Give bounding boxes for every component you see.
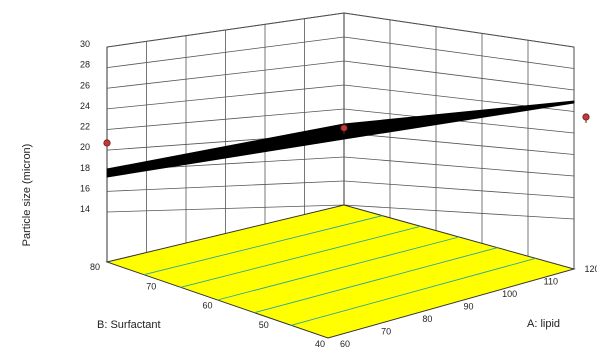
wall-gridline-right: [343, 132, 575, 155]
x-tick-label: 110: [544, 277, 558, 287]
z-tick-label: 24: [80, 101, 90, 111]
y-axis-label: B: Surfactant: [97, 319, 161, 331]
tick-labels: 14 16 18 20 22 24 26 28 30 80 70 60 50 40 60 70 80 90 100 1…: [80, 39, 597, 349]
x-axis-label: A: lipid: [527, 318, 560, 330]
wall-gridline-right: [343, 204, 575, 220]
wall-gridline-right: [343, 12, 575, 48]
x-tick-label: 120: [584, 264, 597, 274]
z-tick-label: 14: [80, 204, 90, 214]
z-tick-label: 20: [80, 142, 90, 152]
x-tick-label: 70: [381, 327, 391, 337]
y-tick-label: 40: [315, 339, 325, 349]
contour-line: [254, 247, 498, 314]
z-tick-label: 22: [80, 122, 90, 132]
wall-gridline-right: [343, 156, 575, 177]
design-point: [340, 124, 348, 132]
x-tick-label: 60: [340, 339, 350, 349]
x-tick-label: 90: [463, 302, 473, 312]
floor-layer: [105, 204, 576, 339]
y-tick-label: 70: [146, 281, 156, 291]
z-tick-label: 28: [80, 60, 90, 70]
points-layer: [103, 113, 590, 149]
x-tick-label: 80: [422, 314, 432, 324]
contour-line: [180, 225, 421, 288]
x-tick-label: 100: [502, 289, 517, 299]
z-tick-label: 18: [80, 163, 90, 173]
z-axis-label: Particle size (micron): [21, 144, 33, 247]
contour-line: [217, 236, 460, 301]
z-tick-label: 16: [80, 183, 90, 193]
wall-gridline-right: [343, 60, 575, 91]
response-surface: [106, 100, 575, 178]
z-tick-label: 30: [80, 39, 90, 49]
y-tick-label: 80: [90, 262, 100, 272]
design-point: [103, 139, 111, 147]
contour-line: [291, 257, 536, 326]
design-point: [582, 113, 590, 121]
wall-gridline-right: [343, 36, 575, 69]
wall-gridline-right: [343, 180, 575, 198]
contour-line: [143, 215, 383, 276]
y-tick-label: 50: [259, 320, 269, 330]
surface-layer: [106, 100, 575, 178]
y-tick-label: 60: [202, 301, 212, 311]
z-tick-label: 26: [80, 80, 90, 90]
floor-contour-plane: [105, 204, 576, 339]
